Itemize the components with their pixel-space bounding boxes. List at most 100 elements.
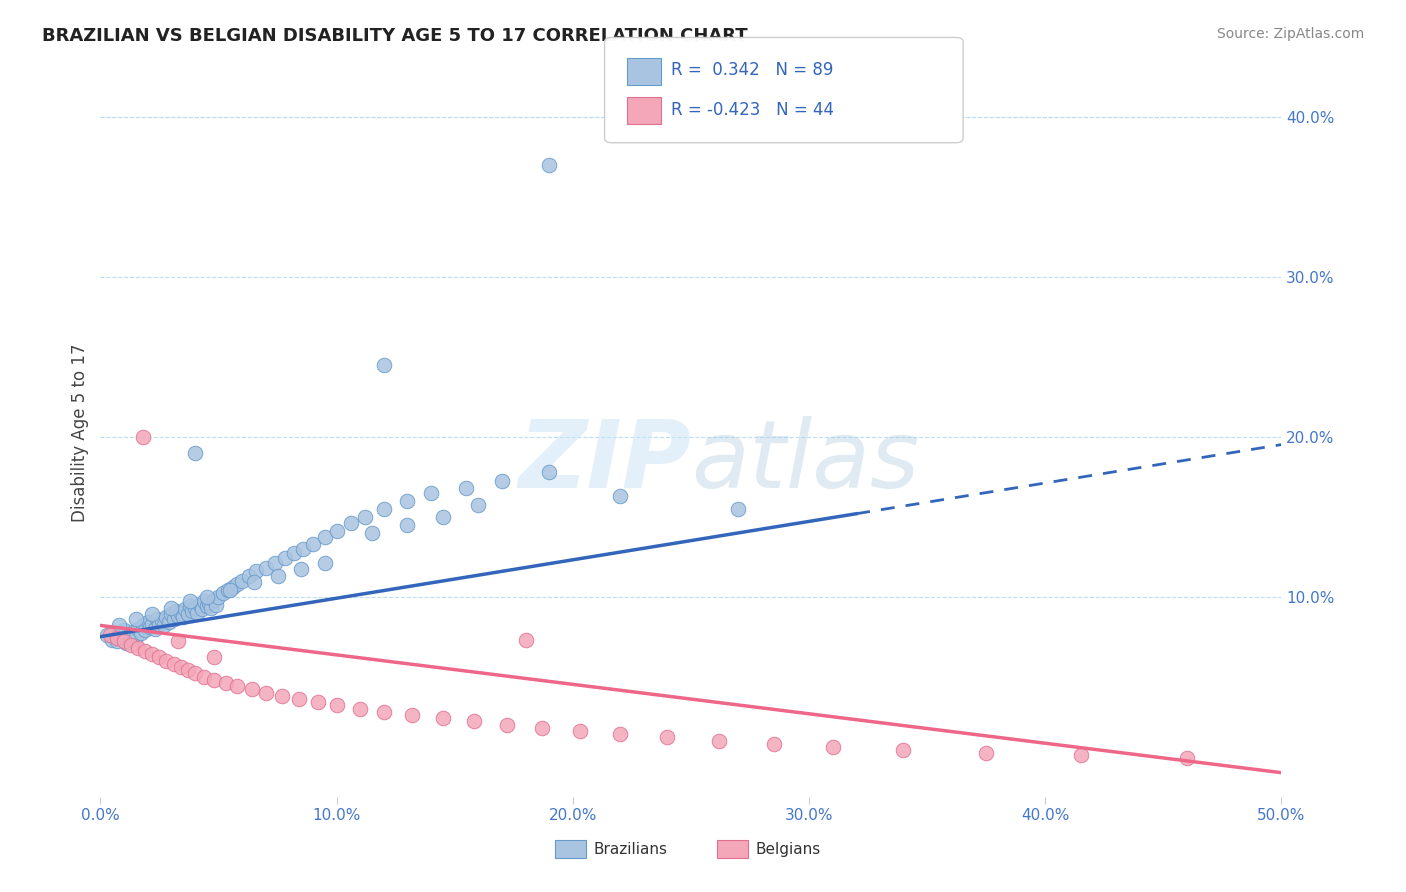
Point: [240, 682, 263, 697]
Point: [254, 686, 277, 700]
Text: R = -0.423   N = 44: R = -0.423 N = 44: [671, 101, 834, 119]
Point: [193, 594, 215, 608]
Point: [122, 624, 145, 639]
Point: [105, 632, 128, 646]
Point: [214, 676, 236, 690]
Point: [456, 481, 478, 495]
Point: [162, 657, 184, 671]
Point: [432, 509, 454, 524]
Point: [167, 634, 190, 648]
Point: [184, 666, 207, 681]
Point: [141, 616, 163, 631]
Point: [238, 569, 260, 583]
Point: [373, 705, 395, 719]
Point: [160, 607, 183, 622]
Point: [727, 501, 749, 516]
Point: [538, 157, 561, 171]
Point: [162, 612, 184, 626]
Point: [146, 612, 169, 626]
Point: [325, 524, 347, 538]
Point: [821, 740, 844, 755]
Point: [207, 590, 229, 604]
Point: [205, 598, 228, 612]
Point: [283, 546, 305, 560]
Point: [467, 499, 489, 513]
Point: [129, 626, 152, 640]
Point: [212, 586, 235, 600]
Point: [186, 606, 208, 620]
Point: [167, 608, 190, 623]
Point: [202, 592, 225, 607]
Point: [271, 689, 294, 703]
Point: [132, 429, 155, 443]
Point: [657, 731, 679, 745]
Point: [568, 724, 591, 739]
Point: [143, 622, 166, 636]
Point: [401, 708, 423, 723]
Point: [108, 618, 131, 632]
Point: [191, 602, 214, 616]
Point: [172, 610, 194, 624]
Point: [103, 630, 125, 644]
Point: [515, 632, 537, 647]
Point: [420, 485, 443, 500]
Point: [974, 747, 997, 761]
Point: [125, 630, 148, 644]
Point: [1070, 747, 1092, 762]
Point: [160, 600, 183, 615]
Point: [132, 618, 155, 632]
Point: [531, 721, 554, 735]
Point: [127, 622, 149, 636]
Point: [302, 537, 325, 551]
Text: Brazilians: Brazilians: [593, 842, 668, 856]
Point: [108, 626, 131, 640]
Point: [762, 737, 785, 751]
Point: [153, 618, 176, 632]
Point: [709, 733, 731, 747]
Text: BRAZILIAN VS BELGIAN DISABILITY AGE 5 TO 17 CORRELATION CHART: BRAZILIAN VS BELGIAN DISABILITY AGE 5 TO…: [42, 27, 748, 45]
Point: [226, 679, 249, 693]
Point: [101, 632, 124, 647]
Text: atlas: atlas: [690, 417, 920, 508]
Point: [463, 714, 485, 729]
Y-axis label: Disability Age 5 to 17: Disability Age 5 to 17: [72, 343, 89, 522]
Point: [226, 577, 249, 591]
Point: [134, 624, 156, 638]
Point: [118, 628, 141, 642]
Point: [169, 660, 191, 674]
Point: [361, 525, 384, 540]
Point: [110, 632, 132, 646]
Point: [254, 561, 277, 575]
Point: [165, 604, 187, 618]
Point: [396, 493, 419, 508]
Point: [245, 564, 267, 578]
Point: [155, 610, 177, 624]
Point: [195, 590, 218, 604]
Point: [174, 602, 197, 616]
Point: [202, 650, 225, 665]
Point: [155, 654, 177, 668]
Point: [96, 628, 118, 642]
Point: [266, 569, 288, 583]
Point: [157, 615, 180, 630]
Point: [125, 612, 148, 626]
Point: [609, 489, 631, 503]
Point: [243, 575, 266, 590]
Point: [217, 583, 239, 598]
Point: [184, 445, 207, 459]
Point: [373, 358, 395, 372]
Text: R =  0.342   N = 89: R = 0.342 N = 89: [671, 62, 832, 79]
Text: Belgians: Belgians: [755, 842, 820, 856]
Point: [120, 638, 142, 652]
Text: Source: ZipAtlas.com: Source: ZipAtlas.com: [1216, 27, 1364, 41]
Point: [98, 628, 121, 642]
Point: [181, 604, 204, 618]
Point: [200, 600, 222, 615]
Point: [231, 574, 253, 588]
Point: [373, 501, 395, 516]
Point: [491, 475, 513, 489]
Point: [120, 632, 142, 647]
Point: [169, 606, 191, 620]
Point: [292, 541, 315, 556]
Point: [198, 596, 221, 610]
